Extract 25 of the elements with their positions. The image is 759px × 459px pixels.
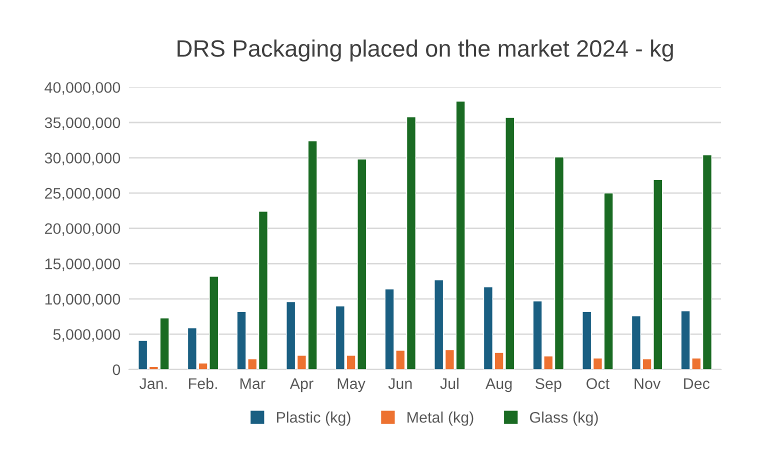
x-tick-label: Mar [240,378,266,390]
x-tick-label: Feb. [189,378,217,390]
legend-label: Metal (kg) [408,412,474,426]
x-tick-label: Oct [586,378,610,390]
legend-label: Plastic (kg) [276,412,350,426]
chart-title: DRS Packaging placed on the market 2024 - kg [178,40,673,62]
y-tick-label: 10,000,000 [45,294,120,306]
x-tick-label: Sep [535,378,562,392]
x-tick-label: Nov [634,378,661,390]
x-tick-label: Jun [388,378,412,390]
y-tick-label: 20,000,000 [45,223,120,236]
y-tick-label: 35,000,000 [44,117,120,130]
y-tick-label: 25,000,000 [45,188,120,201]
x-tick-label: Dec [684,378,710,390]
x-tick-label: May [338,378,366,392]
y-tick-label: 5,000,000 [53,329,120,342]
y-tick-label: 0 [112,364,120,376]
x-tick-label: Jul [440,378,458,390]
y-tick-label: 15,000,000 [45,258,120,272]
legend-label: Glass (kg) [530,412,598,426]
x-tick-label: Apr [290,378,314,392]
y-tick-label: 40,000,000 [44,82,120,95]
x-tick-label: Jan. [140,378,167,390]
x-tick-label: Aug [485,378,512,392]
y-tick-label: 30,000,000 [44,152,120,166]
